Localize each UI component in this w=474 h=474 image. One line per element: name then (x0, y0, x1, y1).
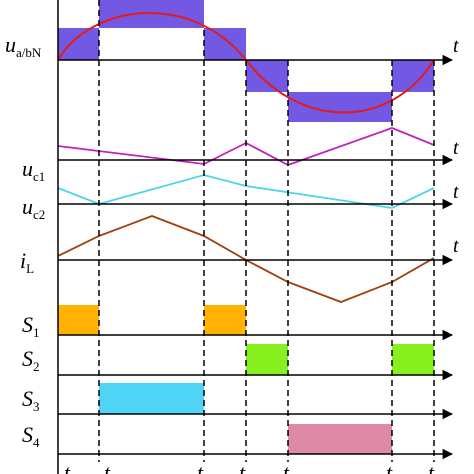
uab-axis-label: t (453, 35, 459, 57)
uab-step-peak (99, 0, 204, 28)
time-instant-label-4: t (283, 460, 290, 474)
uc1-signal-label: uc1 (22, 156, 45, 184)
S1-signal-label: S1 (22, 312, 40, 340)
time-instant-labels: t t t t t t t (64, 460, 435, 474)
time-instant-label-1: t (104, 460, 111, 474)
S2-pulse-2 (392, 344, 434, 375)
uab-step-mid (204, 28, 246, 60)
uab-step-neg1 (246, 60, 288, 92)
time-markers (98, 0, 435, 462)
uc2-signal-label: uc2 (22, 194, 45, 222)
S3-signal-label: S3 (22, 386, 40, 414)
uc1-panel: t uc1 (22, 127, 459, 184)
iL-panel: t iL (20, 215, 459, 303)
iL-waveform (57, 215, 435, 303)
S1-pulse-2 (204, 305, 246, 335)
time-instant-label-0: t (64, 460, 71, 474)
iL-axis-label: t (453, 235, 459, 257)
uab-signal-label: ua/bN (5, 32, 42, 60)
S2-pulse-1 (246, 344, 288, 375)
time-instant-label-6: t (428, 460, 435, 474)
uc2-axis-label: t (453, 181, 459, 203)
S4-signal-label: S4 (22, 422, 40, 450)
uc2-panel: t uc2 (22, 174, 459, 222)
time-instant-label-2: t (197, 460, 204, 474)
uc1-waveform (57, 127, 435, 166)
S1-panel: S1 (22, 305, 454, 341)
S3-panel: S3 (22, 383, 454, 420)
uab-step-left (58, 28, 99, 60)
time-instant-label-5: t (386, 460, 393, 474)
uab-step-neg2 (392, 60, 434, 92)
S4-pulse-1 (288, 424, 392, 454)
S2-signal-label: S2 (22, 346, 40, 374)
S3-pulse-1 (99, 383, 204, 414)
S2-panel: S2 (22, 344, 454, 381)
time-instant-label-3: t (239, 460, 246, 474)
S4-panel: S4 (22, 422, 454, 460)
S1-pulse-1 (58, 305, 99, 335)
iL-signal-label: iL (20, 248, 34, 276)
uab-panel: t ua/bN (5, 0, 459, 122)
uc1-axis-label: t (453, 137, 459, 159)
